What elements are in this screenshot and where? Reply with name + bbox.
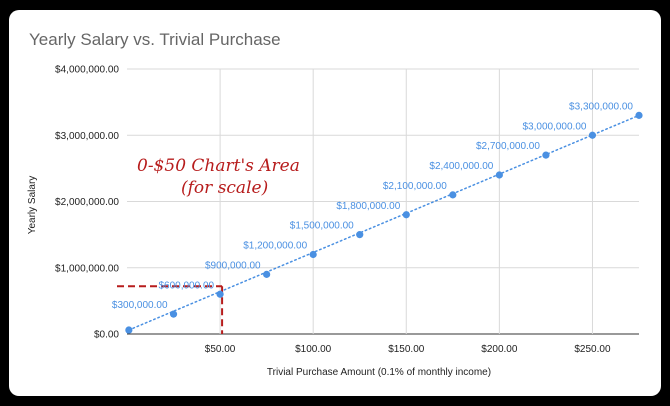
data-label: $1,200,000.00 — [243, 241, 307, 252]
data-label: $2,100,000.00 — [383, 181, 447, 192]
x-tick-label: $150.00 — [388, 344, 425, 355]
y-tick-label: $1,000,000.00 — [55, 263, 119, 274]
annotation-text-line1: 0-$50 Chart's Area — [137, 156, 300, 176]
data-point — [169, 310, 178, 318]
annotation-region-layer — [117, 285, 224, 334]
x-tick-labels: $50.00 $100.00 $150.00 $200.00 $250.00 — [205, 344, 611, 355]
trendline — [128, 114, 640, 331]
data-labels-layer: $300,000.00 $600,000.00 $900,000.00 $1,200,… — [112, 101, 634, 311]
data-point — [588, 131, 597, 139]
y-tick-label: $3,000,000.00 — [55, 131, 119, 142]
data-point — [495, 171, 503, 179]
chart-card: Yearly Salary vs. Trivial Purchase $300,… — [9, 10, 661, 396]
data-point — [309, 250, 317, 259]
x-axis-title: Trivial Purchase Amount (0.1% of monthly… — [267, 367, 491, 378]
y-tick-label: $4,000,000.00 — [55, 65, 119, 76]
data-label: $900,000.00 — [205, 260, 261, 271]
data-point — [356, 231, 364, 239]
grid — [127, 68, 639, 335]
x-tick-label: $250.00 — [574, 344, 611, 355]
data-point — [402, 211, 410, 219]
x-tick-label: $200.00 — [481, 344, 518, 355]
points-layer — [125, 111, 643, 334]
y-tick-label: $2,000,000.00 — [55, 197, 119, 208]
data-point — [216, 290, 224, 298]
data-label: $1,500,000.00 — [290, 221, 354, 232]
y-tick-label: $0.00 — [94, 330, 119, 341]
data-point — [125, 326, 133, 334]
data-label: $300,000.00 — [112, 300, 168, 311]
data-point — [542, 151, 550, 159]
data-label: $3,000,000.00 — [523, 121, 587, 132]
annotation-text-line2: (for scale) — [181, 178, 268, 198]
data-label: $1,800,000.00 — [336, 201, 400, 212]
x-tick-label: $50.00 — [205, 344, 236, 355]
data-label: $2,400,000.00 — [429, 161, 493, 172]
data-point — [449, 191, 457, 199]
scatter-chart: Yearly Salary vs. Trivial Purchase $300,… — [27, 30, 643, 378]
chart-title: Yearly Salary vs. Trivial Purchase — [29, 30, 281, 49]
y-tick-labels: $0.00 $1,000,000.00 $2,000,000.00 $3,000,00… — [55, 65, 119, 341]
trendline-layer — [128, 114, 640, 331]
y-axis-title: Yearly Salary — [27, 176, 38, 235]
data-label: $600,000.00 — [158, 280, 214, 291]
x-tick-label: $100.00 — [295, 344, 332, 355]
data-label: $3,300,000.00 — [569, 101, 633, 112]
data-point — [635, 111, 643, 119]
data-label: $2,700,000.00 — [476, 141, 540, 152]
data-point — [263, 270, 271, 278]
